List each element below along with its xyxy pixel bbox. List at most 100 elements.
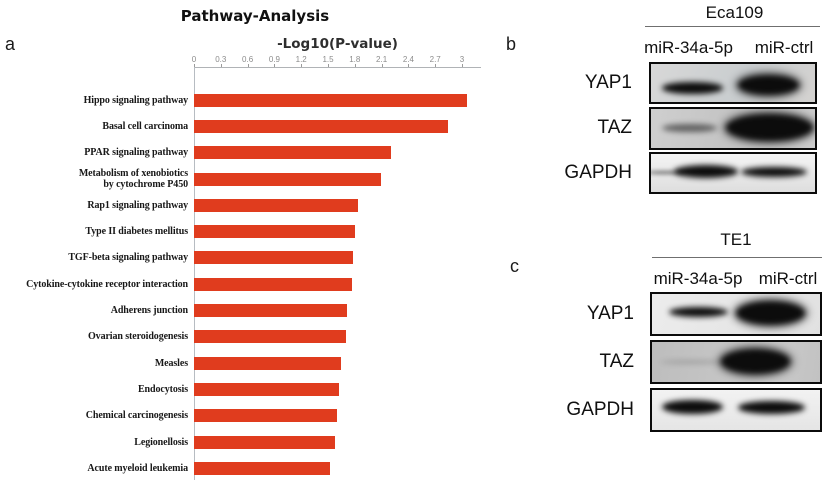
cell-line-title-te1: TE1 — [720, 230, 752, 249]
category-label: Adherens junction — [110, 305, 188, 317]
x-tick-mark — [220, 64, 222, 67]
category-label: Basal cell carcinoma — [102, 120, 188, 132]
bar — [194, 277, 353, 291]
x-axis-tick-row: 0 0.3 0.6 0.9 1.2 1.5 1.8 2.1 2.4 2.7 3 — [192, 55, 481, 67]
chart-row: PPAR signaling pathway — [0, 140, 481, 166]
chart-row: Type II diabetes mellitus — [0, 218, 481, 244]
category-label: Cytokine-cytokine receptor interaction — [26, 278, 188, 290]
bar-track — [194, 251, 481, 265]
x-tick-mark — [274, 64, 276, 67]
chart-row: Endocytosis — [0, 376, 481, 402]
protein-label-yap1: YAP1 — [586, 303, 634, 324]
lane-header-mir-ctrl: miR-ctrl — [754, 38, 814, 57]
band-lane2 — [720, 348, 790, 374]
chart-row: Rap1 signaling pathway — [0, 192, 481, 218]
title-underline — [652, 257, 822, 258]
bar-track — [194, 198, 481, 212]
bar-track — [194, 356, 481, 370]
bar — [194, 93, 468, 107]
band-lane1 — [662, 123, 717, 133]
lane-header-mir-34a-5p: miR-34a-5p — [653, 269, 743, 288]
x-tick-label: 0.9 — [268, 55, 280, 64]
category-label: Rap1 signaling pathway — [87, 199, 188, 211]
x-tick-label: 0.6 — [242, 55, 254, 64]
bar-track — [194, 382, 481, 396]
category-label: Type II diabetes mellitus — [85, 226, 188, 238]
chart-row: Adherens junction — [0, 297, 481, 323]
bar — [194, 304, 347, 318]
protein-label-gapdh: GAPDH — [564, 162, 632, 183]
blot-image-yap1 — [649, 62, 817, 104]
bar-track — [194, 304, 481, 318]
bar-track — [194, 277, 481, 291]
chart-row: Measles — [0, 350, 481, 376]
x-tick-mark — [301, 64, 303, 67]
panel-c-label: c — [510, 256, 519, 276]
chart-row: Acute myeloid leukemia — [0, 455, 481, 481]
protein-label-gapdh: GAPDH — [566, 399, 634, 420]
band-lane1 — [662, 82, 724, 94]
protein-label-yap1: YAP1 — [584, 72, 632, 93]
chart-title: Pathway-Analysis — [180, 7, 330, 25]
x-axis-title: -Log10(P-value) — [277, 36, 398, 52]
bar — [194, 330, 346, 344]
x-tick-label: 1.5 — [322, 55, 334, 64]
x-tick-mark — [247, 64, 249, 67]
x-tick-mark — [435, 64, 437, 67]
bar — [194, 251, 353, 265]
x-tick-label: 3 — [459, 55, 465, 64]
x-tick-label: 1.2 — [295, 55, 307, 64]
bar-track — [194, 461, 481, 475]
x-tick-mark — [381, 64, 383, 67]
bar-track — [194, 330, 481, 344]
band-tail — [651, 170, 684, 175]
bar — [194, 119, 448, 133]
blot-image-taz — [650, 340, 822, 384]
bar — [194, 382, 339, 396]
bar-track — [194, 435, 481, 449]
x-tick-mark — [462, 64, 463, 67]
chart-row: Metabolism of xenobiotics by cytochrome … — [0, 166, 481, 192]
category-label: Ovarian steroidogenesis — [87, 331, 188, 343]
chart-row: Basal cell carcinoma — [0, 113, 481, 139]
band-lane2 — [736, 300, 805, 325]
category-label: PPAR signaling pathway — [84, 147, 188, 159]
category-label: Acute myeloid leukemia — [87, 462, 188, 474]
category-label: TGF-beta signaling pathway — [68, 252, 188, 264]
bar-track — [194, 172, 481, 186]
x-axis-line — [194, 67, 481, 68]
band-lane2 — [726, 114, 814, 142]
category-label: Legionellosis — [134, 436, 188, 448]
bar — [194, 198, 359, 212]
lane-header-mir-34a-5p: miR-34a-5p — [644, 38, 733, 57]
bar — [194, 146, 392, 160]
protein-label-taz: TAZ — [597, 117, 632, 138]
bar-chart-rows: Hippo signaling pathway Basal cell carci… — [0, 87, 481, 481]
title-underline — [645, 26, 820, 27]
x-tick-label: 2.1 — [376, 55, 388, 64]
chart-row: Legionellosis — [0, 429, 481, 455]
chart-row: Ovarian steroidogenesis — [0, 324, 481, 350]
blot-image-yap1 — [650, 292, 822, 336]
chart-row: Hippo signaling pathway — [0, 87, 481, 113]
bar — [194, 172, 381, 186]
x-tick-label: 2.4 — [402, 55, 414, 64]
bar — [194, 225, 355, 239]
blot-image-gapdh — [649, 152, 817, 194]
band-lane2 — [741, 166, 807, 178]
chart-row: TGF-beta signaling pathway — [0, 245, 481, 271]
band-lane2 — [737, 400, 805, 415]
cell-line-title-eca109: Eca109 — [705, 3, 764, 22]
category-label: Endocytosis — [137, 383, 188, 395]
chart-row: Chemical carcinogenesis — [0, 403, 481, 429]
bar — [194, 435, 336, 449]
bar — [194, 409, 337, 423]
x-tick-label: 2.7 — [429, 55, 441, 64]
x-tick-mark — [408, 64, 410, 67]
band-lane1 — [660, 359, 725, 364]
x-tick-label: 0.3 — [215, 55, 227, 64]
chart-row: Cytokine-cytokine receptor interaction — [0, 271, 481, 297]
panel-a-label: a — [5, 34, 16, 54]
category-label: Measles — [154, 357, 188, 369]
protein-label-taz: TAZ — [599, 351, 634, 372]
